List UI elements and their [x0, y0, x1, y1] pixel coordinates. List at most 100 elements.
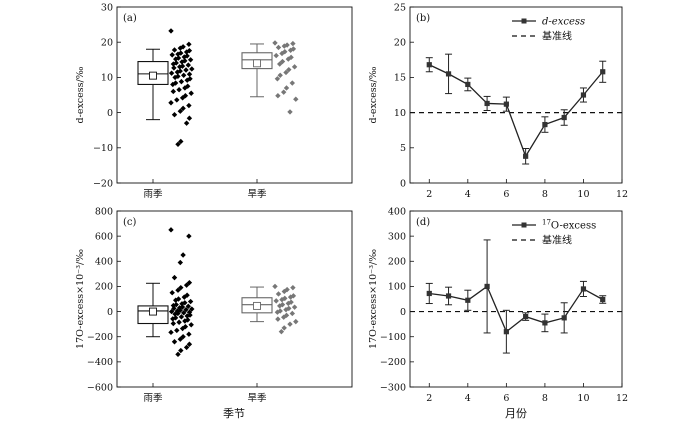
panel-b-data-point: [484, 100, 490, 107]
panel-a-data-point: [189, 66, 195, 72]
panel-d-series-line: [429, 285, 604, 333]
panel-a-data-point: [178, 78, 185, 85]
panel-b-y-tick-label: 10: [394, 108, 406, 119]
panel-d-data-point: [600, 296, 606, 303]
panel-c-data-point: [171, 305, 177, 312]
panel-a-y-tick-label: 10: [101, 73, 113, 84]
panel-a-data-point: [174, 69, 181, 75]
panel-b-legend-baseline-name: 基准线: [542, 30, 572, 43]
panel-c-data-point: [274, 309, 281, 315]
panel-a-data-point: [171, 47, 178, 53]
panel-b-y-tick-label: 15: [394, 73, 406, 84]
panel-a-data-point: [184, 77, 190, 83]
panel-d-data-point: [484, 283, 490, 290]
panel-c-data-point: [171, 274, 178, 281]
panel-c-data-point: [281, 314, 287, 320]
panel-a-mean-marker: [253, 59, 261, 68]
panel-c-data-point: [170, 316, 176, 322]
panel-a-data-point: [186, 71, 193, 77]
panel-c-data-point: [168, 308, 175, 315]
panel-a-x-tick-label: 雨季: [143, 188, 163, 200]
panel-a-data-point: [175, 141, 181, 147]
panel-a-data-point: [183, 49, 190, 55]
panel-a-data-point: [279, 58, 286, 65]
panel-d-legend-baseline-name: 基准线: [542, 234, 572, 247]
panel-d-x-tick-label: 6: [503, 393, 509, 404]
panel-c-data-point: [187, 298, 194, 305]
panel-a-data-point: [275, 93, 281, 99]
panel-c-mean-marker: [253, 301, 261, 310]
panel-c-data-point: [281, 325, 287, 331]
panel-a-data-point: [168, 70, 175, 76]
panel-c-y-tick-label: −600: [87, 382, 113, 393]
panel-c-data-point: [189, 306, 195, 312]
panel-c-data-point: [176, 319, 182, 325]
panel-c-data-point: [179, 304, 186, 310]
panel-c-data-point: [281, 288, 287, 295]
panel-c-data-point: [172, 311, 178, 317]
panel-d-legend-series-name: 17O-excess: [542, 219, 596, 232]
panel-a-panel-label: (a): [123, 13, 137, 24]
panel-d-y-tick-label: −300: [380, 382, 406, 393]
panel-c-data-point: [182, 318, 188, 324]
panel-d-y-tick-label: 400: [388, 206, 406, 217]
panel-d-y-tick-label: 100: [388, 282, 406, 293]
panel-c-data-point: [183, 344, 190, 351]
panel-a-data-point: [180, 105, 186, 112]
panel-d-x-tick-label: 12: [616, 393, 628, 404]
panel-a-data-point: [289, 80, 295, 86]
panel-d-data-point: [503, 329, 509, 335]
panel-c-y-tick-label: 800: [95, 206, 113, 217]
panel-c-data-point: [273, 298, 279, 304]
panel-c-data-point: [185, 303, 191, 309]
panel-d-x-tick-label: 4: [465, 393, 471, 404]
panel-b-series-line: [428, 64, 604, 158]
panel-a-data-point: [168, 28, 174, 34]
panel-c-data-point: [169, 290, 175, 296]
panel-c-x-tick-label: 雨季: [143, 392, 163, 404]
panel-c-data-point: [275, 291, 282, 297]
panel-c-y-tick-label: 200: [95, 282, 113, 293]
panel-a-y-tick-label: 30: [101, 2, 113, 13]
panel-a-data-point: [281, 89, 287, 95]
panel-a-data-point: [188, 90, 194, 96]
panel-a-data-point: [175, 51, 181, 57]
panel-a-data-point: [170, 61, 177, 67]
panel-c-data-point: [291, 304, 298, 310]
panel-d-y-tick-label: −200: [380, 357, 406, 368]
panel-a-data-point: [293, 96, 299, 102]
panel-b-x-tick-label: 2: [426, 189, 432, 200]
panel-b-data-point: [503, 101, 509, 107]
panel-c-data-point: [183, 282, 190, 288]
panel-a-axes-frame: [116, 6, 353, 184]
panel-a-y-tick-label: 20: [101, 38, 113, 49]
panel-c: −600 −400 −200 0 200 400 600 800 17O-excess×10⁻³…: [75, 206, 353, 404]
panel-c-x-tick-label: 旱季: [247, 392, 267, 404]
panel-b-x-tick-label: 6: [503, 189, 509, 200]
panel-c-data-point: [175, 351, 181, 358]
panel-a-data-point: [169, 52, 175, 58]
panel-a-data-point: [176, 87, 182, 93]
panel-a-mean-marker: [149, 71, 157, 80]
panel-a-data-point: [187, 57, 194, 63]
panel-a-data-point: [185, 62, 191, 68]
panel-b-data-point: [523, 153, 529, 159]
panel-a-data-point: [287, 109, 293, 115]
panel-d-panel-label: (d): [416, 217, 430, 228]
panel-b-y-tick-label: 20: [394, 38, 406, 49]
panel-c-data-point: [178, 347, 184, 354]
panel-c-y-tick-label: 400: [95, 257, 113, 268]
panel-c-mean-marker: [149, 307, 157, 316]
panel-d-y-tick-label: 200: [388, 257, 406, 268]
panel-a-y-tick-label: 0: [107, 108, 113, 119]
panel-a-data-point: [277, 72, 283, 78]
x-axis-label-season: 季节: [223, 407, 245, 420]
panel-a-data-point: [181, 54, 187, 60]
panel-b-data-point: [600, 69, 606, 75]
x-axis-label-month: 月份: [505, 407, 527, 420]
panel-c-data-point: [186, 341, 193, 347]
panel-a-data-point: [168, 100, 174, 106]
panel-b-panel-label: (b): [416, 13, 430, 24]
panel-a-data-point: [272, 40, 278, 46]
panel-b: 0 5 10 15 20 25 d-excess/‰ (b) 2 4 6 8 10 12 d-excess 基…: [368, 2, 628, 200]
